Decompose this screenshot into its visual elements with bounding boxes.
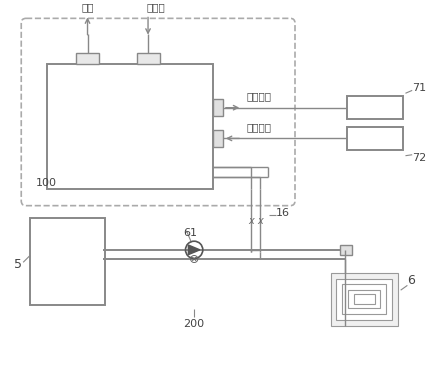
Text: 71: 71 — [412, 84, 426, 93]
Text: 排风: 排风 — [81, 2, 94, 12]
FancyBboxPatch shape — [21, 18, 295, 205]
Bar — [340, 245, 352, 255]
Text: 72: 72 — [412, 153, 426, 163]
Bar — [47, 65, 214, 189]
Text: x: x — [258, 216, 263, 226]
Text: 200: 200 — [183, 319, 205, 329]
Bar — [136, 53, 159, 65]
Text: 室内回风: 室内回风 — [247, 122, 272, 132]
Text: x: x — [248, 216, 254, 226]
Text: ⊗: ⊗ — [189, 253, 199, 266]
Text: 6: 6 — [408, 274, 415, 287]
Text: 61: 61 — [183, 227, 198, 238]
Polygon shape — [188, 245, 200, 255]
Bar — [214, 99, 223, 116]
Text: 室内进风: 室内进风 — [247, 91, 272, 101]
Bar — [348, 290, 381, 308]
Text: 5: 5 — [14, 258, 22, 271]
Bar — [330, 273, 398, 326]
Bar — [347, 127, 403, 150]
Text: 16: 16 — [276, 208, 290, 218]
Text: 100: 100 — [36, 178, 57, 188]
Bar — [353, 294, 375, 304]
Bar — [76, 53, 99, 65]
Bar — [342, 284, 386, 314]
Bar — [30, 218, 105, 304]
Bar — [336, 278, 392, 320]
Text: 新风进: 新风进 — [147, 2, 165, 12]
Bar — [214, 130, 223, 147]
Bar — [347, 96, 403, 119]
